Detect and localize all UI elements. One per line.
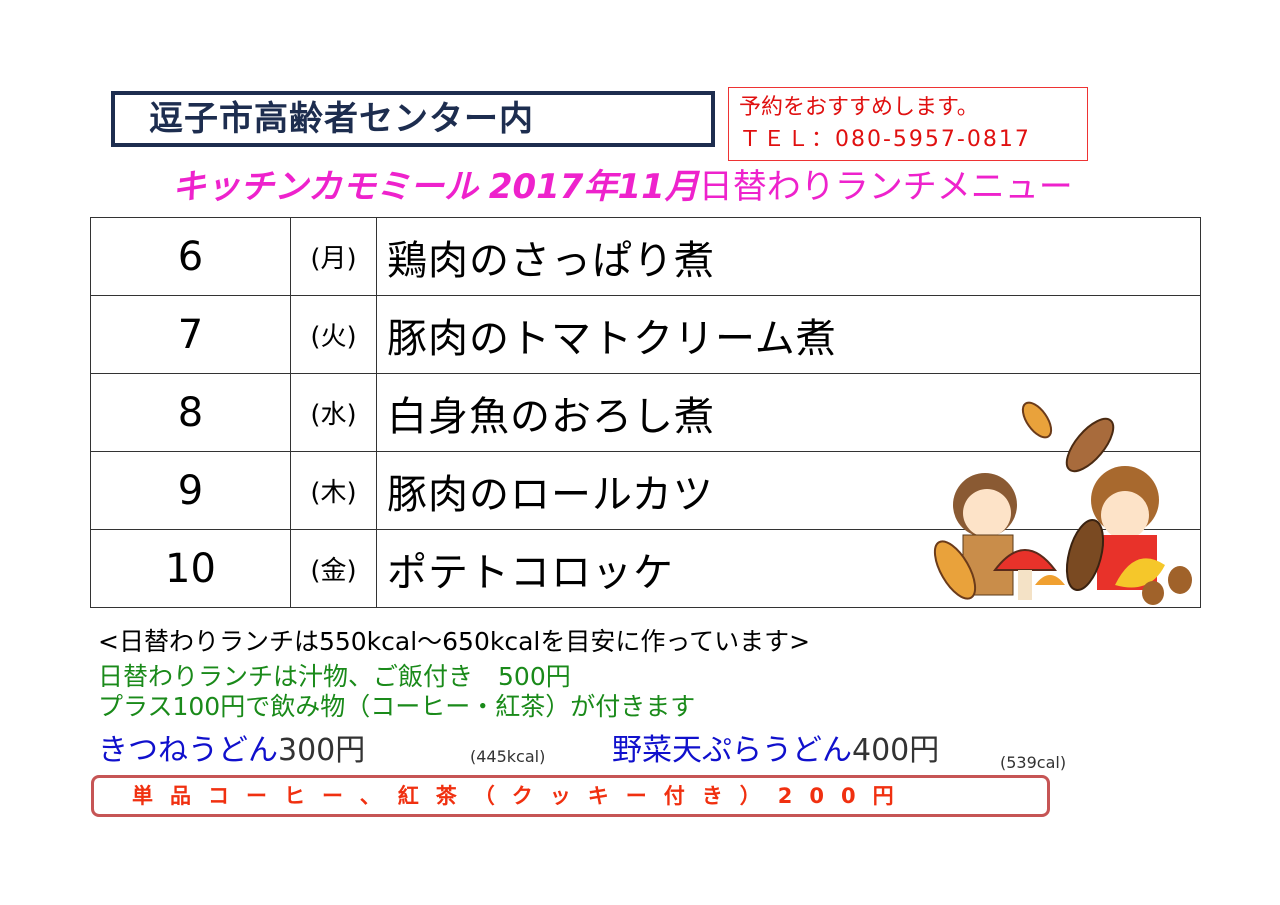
reservation-box: 予約をおすすめします。 ＴＥＬ：080-5957-0817 xyxy=(728,87,1088,161)
menu-table: 6 (月) 鶏肉のさっぱり煮 7 (火) 豚肉のトマトクリーム煮 8 (水) 白身魚のおろし煮 9… xyxy=(90,217,1201,608)
weekday-cell: (金) xyxy=(290,529,377,608)
day-cell: 7 xyxy=(90,295,291,374)
phone-number: ＴＥＬ：080-5957-0817 xyxy=(739,127,1031,152)
single-item-note: 単品コーヒー、紅茶（クッキー付き）200円 xyxy=(132,784,911,808)
udon2-kcal: (539cal) xyxy=(1000,753,1067,772)
udon2-price: 400円 xyxy=(852,733,940,768)
autumn-illustration xyxy=(933,401,1192,605)
single-item-box: 単品コーヒー、紅茶（クッキー付き）200円 xyxy=(91,775,1050,817)
leaf-icon xyxy=(933,540,977,600)
ginkgo-icon xyxy=(1115,558,1165,588)
dish-cell: 豚肉のロールカツ xyxy=(376,451,1201,530)
reservation-note: 予約をおすすめします。 xyxy=(739,95,979,120)
udon1-name: きつねうどん xyxy=(98,733,278,768)
dish-cell: 白身魚のおろし煮 xyxy=(376,373,1201,452)
menu-subtitle: 日替わりランチメニュー xyxy=(698,167,1073,207)
udon2-name: 野菜天ぷらうどん xyxy=(612,733,852,768)
udon2: 野菜天ぷらうどん400円 xyxy=(612,725,939,769)
venue-label: 逗子市高齢者センター内 xyxy=(149,99,534,139)
leaf-icon xyxy=(1021,401,1053,439)
udon1-kcal: (445kcal) xyxy=(470,747,546,766)
leaf-icon xyxy=(1065,417,1115,473)
day-cell: 9 xyxy=(90,451,291,530)
page-title: キッチンカモミール 2017年11月日替わりランチメニュー xyxy=(172,165,1073,209)
acorn-icon xyxy=(1142,566,1192,605)
weekday-cell: (水) xyxy=(290,373,377,452)
menu-row: 9 (木) 豚肉のロールカツ xyxy=(90,451,1201,530)
menu-row: 6 (月) 鶏肉のさっぱり煮 xyxy=(90,217,1201,296)
mushroom-icon xyxy=(992,549,1065,600)
weekday-cell: (木) xyxy=(290,451,377,530)
menu-month: 2017年11月 xyxy=(488,167,699,207)
menu-row: 8 (水) 白身魚のおろし煮 xyxy=(90,373,1201,452)
udon1-price: 300円 xyxy=(278,733,366,768)
lunch-price-note: 日替わりランチは汁物、ご飯付き 500円 xyxy=(98,662,571,691)
dish-cell: ポテトコロッケ xyxy=(376,529,1201,608)
venue-box: 逗子市高齢者センター内 xyxy=(111,91,715,147)
menu-row: 7 (火) 豚肉のトマトクリーム煮 xyxy=(90,295,1201,374)
shop-name: キッチンカモミール xyxy=(172,167,478,207)
menu-row: 10 (金) ポテトコロッケ xyxy=(90,529,1201,608)
weekday-cell: (月) xyxy=(290,217,377,296)
leaf-icon xyxy=(1065,518,1105,592)
calorie-note: <日替わりランチは550kcal〜650kcalを目安に作っています> xyxy=(98,627,811,656)
weekday-cell: (火) xyxy=(290,295,377,374)
day-cell: 10 xyxy=(90,529,291,608)
day-cell: 6 xyxy=(90,217,291,296)
day-cell: 8 xyxy=(90,373,291,452)
udon-line: きつねうどん300円 xyxy=(98,725,365,769)
dish-cell: 豚肉のトマトクリーム煮 xyxy=(376,295,1201,374)
dish-cell: 鶏肉のさっぱり煮 xyxy=(376,217,1201,296)
drink-note: プラス100円で飲み物（コーヒー・紅茶）が付きます xyxy=(98,692,696,721)
